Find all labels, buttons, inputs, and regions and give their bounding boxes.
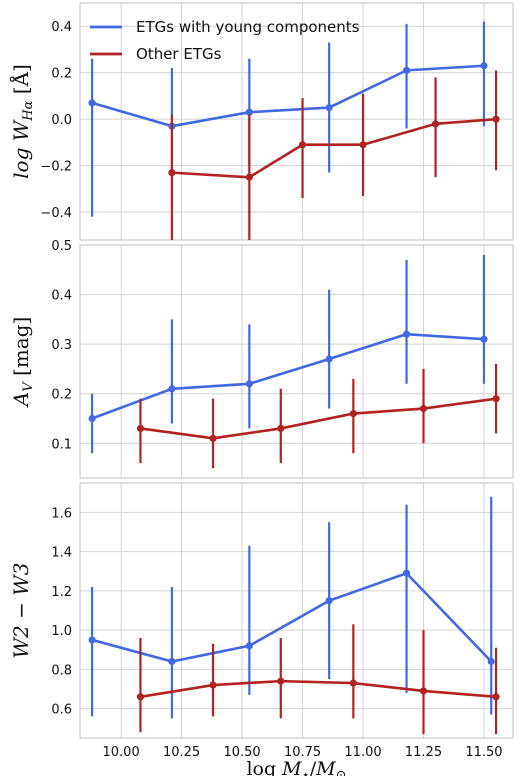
data-point	[209, 434, 217, 442]
y-tick-label: 0.3	[51, 338, 72, 353]
y-tick-label: 0.2	[51, 388, 72, 403]
y-tick-label: 0.0	[51, 113, 72, 128]
y-tick-label: 1.4	[51, 546, 72, 561]
series-other	[136, 624, 500, 735]
y-tick-label: 0.4	[51, 20, 72, 35]
data-point	[402, 330, 411, 338]
panel-frame	[79, 482, 514, 739]
data-point	[325, 597, 333, 605]
data-point	[88, 99, 96, 107]
x-tick-label: 10.25	[163, 745, 200, 760]
y-tick-label: 0.5	[51, 239, 72, 254]
data-point	[402, 66, 411, 74]
series-line	[91, 64, 485, 128]
x-tick-label: 10.50	[223, 745, 260, 760]
series-young	[88, 254, 488, 454]
y-tick-label: 1.6	[51, 506, 72, 521]
series-line	[171, 117, 497, 179]
data-point	[245, 380, 253, 388]
data-point	[168, 385, 176, 393]
data-point	[492, 693, 500, 701]
legend: ETGs with young components Other ETGs	[90, 18, 360, 63]
panel-frame	[79, 2, 514, 241]
data-point	[277, 677, 285, 685]
y-tick-label: 0.6	[51, 703, 72, 718]
data-point	[245, 108, 253, 116]
legend-label: ETGs with young components	[136, 18, 360, 36]
data-point	[419, 404, 428, 413]
data-point	[480, 335, 488, 343]
data-point	[492, 115, 500, 123]
data-point	[487, 657, 495, 666]
x-tick-label: 11.25	[405, 745, 442, 760]
series-young	[88, 496, 495, 719]
data-point	[298, 141, 307, 149]
data-point	[419, 687, 428, 695]
data-point	[136, 693, 145, 701]
x-tick-label: 11.00	[344, 745, 381, 760]
series-other	[136, 363, 500, 469]
data-point	[245, 642, 253, 650]
x-tick-label: 11.50	[465, 745, 502, 760]
data-point	[88, 414, 96, 423]
data-point	[492, 395, 500, 403]
data-point	[325, 103, 333, 112]
series-line	[140, 679, 497, 699]
x-tick-label: 10.00	[103, 745, 140, 760]
y-axis-label: AV [mag]	[9, 317, 36, 409]
data-point	[480, 62, 488, 70]
data-point	[431, 120, 440, 128]
panel-frame	[79, 244, 514, 479]
y-tick-label: 0.2	[51, 67, 72, 82]
y-tick-label: 1.0	[51, 624, 72, 639]
data-point	[136, 424, 145, 433]
series-line	[140, 397, 497, 440]
panel-2: 0.1 0.2 0.3 0.4 0.5 AV [mag]	[9, 239, 514, 479]
data-point	[88, 636, 96, 644]
y-tick-label: −0.4	[40, 206, 72, 221]
panel-3: 0.6 0.8 1.0 1.2 1.4 1.6 W2 − W3 10.00 10.25 10.50…	[9, 482, 514, 780]
x-tick-label: 10.75	[284, 745, 321, 760]
legend-label: Other ETGs	[136, 45, 222, 63]
y-tick-label: 0.8	[51, 663, 72, 678]
y-tick-label: −0.2	[40, 160, 72, 175]
data-point	[168, 169, 176, 177]
y-tick-label: 0.1	[51, 437, 72, 452]
data-point	[349, 679, 357, 687]
y-axis-label: log WHα [Å]	[8, 64, 36, 179]
y-axis-label: W2 − W3	[9, 562, 33, 658]
data-point	[325, 355, 333, 363]
series-line	[91, 571, 493, 663]
panel-1: −0.4 −0.2 0.0 0.2 0.4 log WHα [Å]	[8, 2, 514, 241]
data-point	[209, 681, 217, 689]
y-tick-label: 1.2	[51, 585, 72, 600]
data-point	[245, 173, 253, 181]
series-line	[91, 332, 485, 420]
data-point	[168, 657, 176, 666]
x-axis-label: log M⋆/M⊙	[246, 758, 346, 776]
data-point	[349, 409, 357, 418]
data-point	[402, 569, 411, 577]
data-point	[277, 424, 285, 433]
data-point	[359, 141, 367, 149]
y-tick-label: 0.4	[51, 289, 72, 304]
series-other	[168, 70, 500, 240]
